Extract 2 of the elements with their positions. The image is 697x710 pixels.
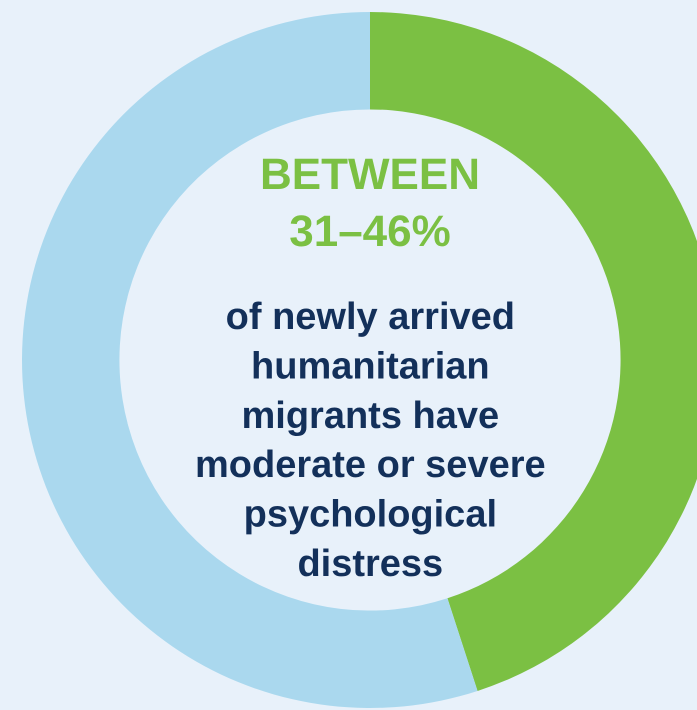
text: BETWEEN 31–46% (260, 150, 480, 256)
text: of newly arrived humanitarian migrants have moderate or severe psychological distress (195, 296, 546, 585)
